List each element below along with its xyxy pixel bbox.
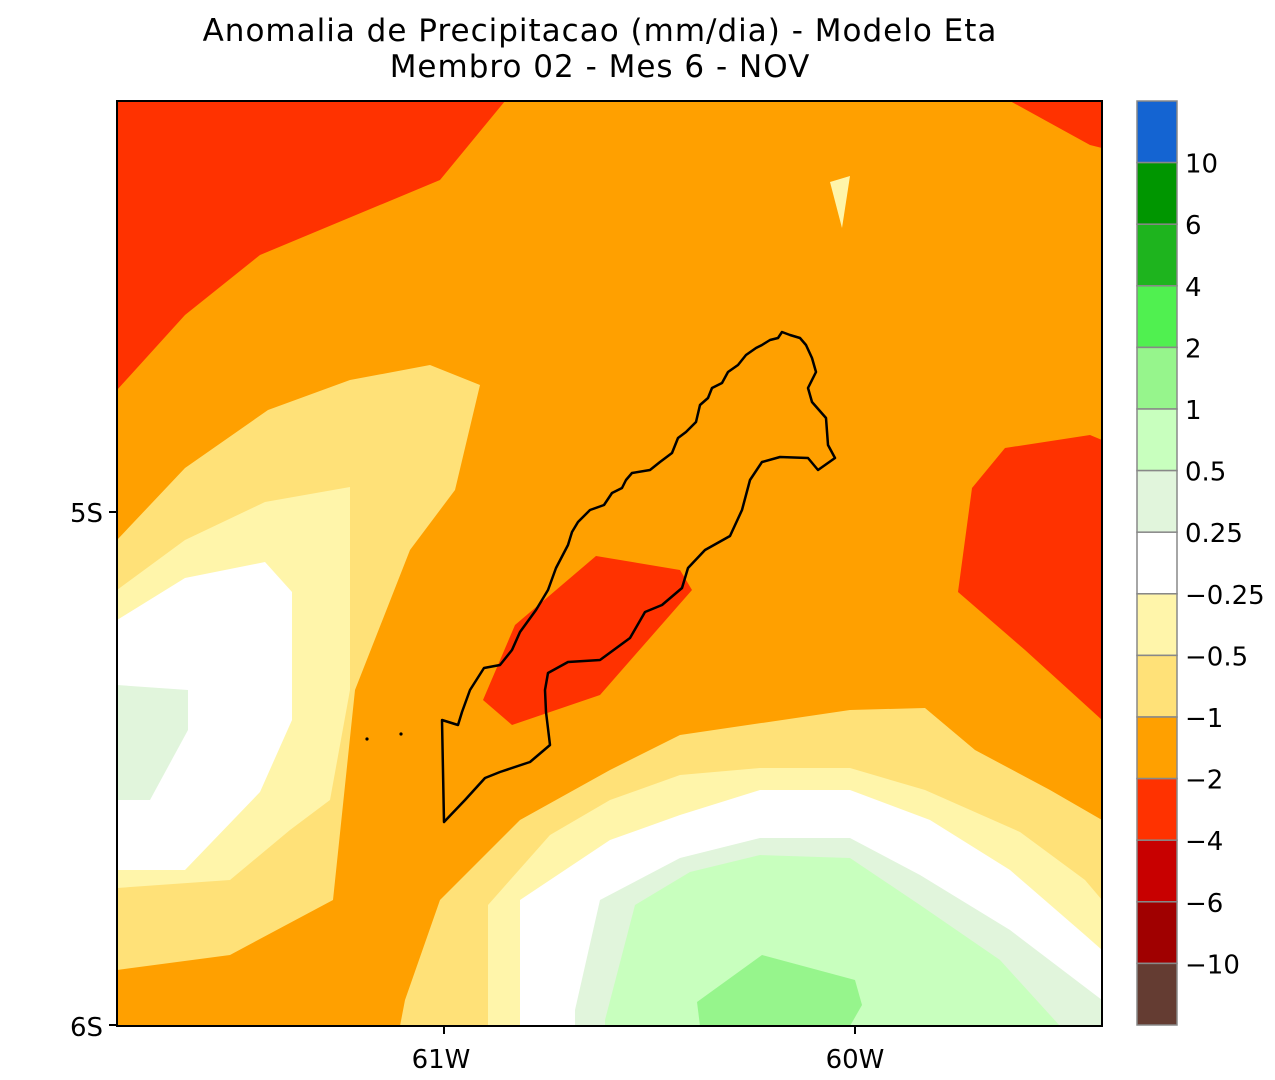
- colorbar-label: 0.25: [1185, 519, 1243, 549]
- colorbar-swatch: [1136, 716, 1178, 780]
- colorbar-swatch: [1136, 839, 1178, 903]
- colorbar-swatch: [1136, 469, 1178, 533]
- field-band-neg025-025-west: [117, 562, 292, 870]
- colorbar-swatch: [1136, 901, 1178, 965]
- colorbar-label: −6: [1185, 889, 1223, 919]
- colorbar-label: 10: [1185, 150, 1218, 180]
- field-band-neg4-neg2-center: [483, 556, 692, 725]
- colorbar-label: −2: [1185, 766, 1223, 796]
- x-tick-label-61w: 61W: [412, 1045, 471, 1075]
- y-tick-label-5s: 5S: [70, 499, 103, 529]
- colorbar-label: 0.5: [1185, 458, 1226, 488]
- colorbar-swatch: [1136, 777, 1178, 841]
- colorbar-label: −0.25: [1185, 581, 1265, 611]
- field-band-neg4-neg2-east: [958, 435, 1102, 720]
- colorbar-swatch: [1136, 223, 1178, 287]
- island-dot: [399, 732, 403, 736]
- colorbar-swatch: [1136, 593, 1178, 657]
- land-boundary-outline: [440, 330, 837, 824]
- precipitation-anomaly-field: [117, 101, 1102, 1026]
- colorbar-swatch: [1136, 654, 1178, 718]
- field-band-1-2-south: [697, 955, 862, 1026]
- plot-frame: [116, 100, 1103, 1027]
- x-tick-label-60w: 60W: [826, 1045, 885, 1075]
- colorbar-swatch: [1136, 531, 1178, 595]
- colorbar-label: 6: [1185, 211, 1202, 241]
- colorbar-label: −10: [1185, 950, 1240, 980]
- field-band-025-05-west: [117, 685, 188, 800]
- map-title: Anomalia de Precipitacao (mm/dia) - Mode…: [202, 13, 998, 49]
- colorbar-swatch: [1136, 408, 1178, 472]
- colorbar-label: 4: [1185, 273, 1202, 303]
- colorbar-swatch: [1136, 100, 1178, 164]
- colorbar-swatch: [1136, 346, 1178, 410]
- island-dot: [365, 737, 369, 741]
- colorbar-label: −1: [1185, 704, 1223, 734]
- colorbar-swatch: [1136, 285, 1178, 349]
- y-tick-label-6s: 6S: [70, 1013, 103, 1043]
- colorbar: 10 6 4 2 1 0.5 0.25 −0.25 −0.5 −1 −2 −4 −6 −10: [1136, 100, 1265, 1026]
- colorbar-swatch: [1136, 962, 1178, 1026]
- field-band-neg4-neg2-northwest: [117, 101, 505, 390]
- colorbar-label: 2: [1185, 334, 1202, 364]
- field-band-neg4-neg2-northeast: [1010, 101, 1102, 148]
- field-band-neg05-neg025-spike: [830, 176, 850, 228]
- colorbar-label: −0.5: [1185, 642, 1248, 672]
- colorbar-label: −4: [1185, 827, 1223, 857]
- map-subtitle: Membro 02 - Mes 6 - NOV: [389, 49, 811, 85]
- colorbar-swatch: [1136, 161, 1178, 225]
- field-band-05-1-south: [605, 855, 1060, 1026]
- colorbar-label: 1: [1185, 396, 1202, 426]
